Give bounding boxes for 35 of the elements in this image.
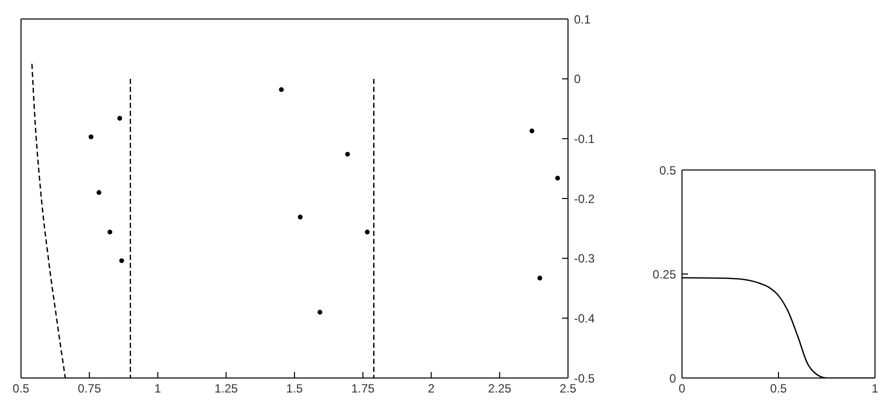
point (530, 128, 534, 134)
point (107, 230, 112, 234)
point (364, 230, 370, 234)
point (318, 310, 322, 315)
point (555, 176, 560, 181)
y-tick-label: -0.3 (574, 252, 596, 266)
point (345, 152, 350, 157)
y-tick-label: 0.5 (659, 163, 676, 178)
y-tick-label: 0.25 (652, 267, 676, 282)
point (117, 116, 122, 121)
point (96, 190, 102, 195)
y-tick-label: -0.4 (574, 311, 596, 326)
x-tick-label: 0.5 (770, 382, 788, 396)
x-tick-label: 1 (154, 382, 162, 396)
x-tick-label: 1 (872, 382, 879, 396)
y-tick-label: 0 (574, 72, 581, 86)
x-tick-label: 0.5 (12, 382, 30, 396)
x-tick-label: 1.75 (351, 382, 375, 396)
point (278, 87, 284, 92)
y-tick-label: 0.1 (574, 12, 592, 26)
x-tick-label: 1.25 (214, 382, 238, 396)
point (88, 134, 94, 140)
y-tick-label: -0.5 (574, 371, 596, 386)
y-tick-label: 0 (669, 371, 676, 386)
x-tick-label: 2 (428, 382, 435, 396)
x-tick-label: 2.5 (560, 382, 577, 396)
y-tick-label: -0.1 (574, 132, 596, 146)
y-tick-label: -0.2 (574, 192, 596, 206)
point (537, 276, 542, 280)
x-tick-label: 1.5 (286, 382, 304, 396)
x-tick-label: 0 (678, 382, 686, 396)
x-tick-label: 0.75 (78, 382, 102, 396)
x-tick-label: 2.25 (488, 382, 512, 396)
point (119, 258, 124, 264)
point (298, 214, 303, 220)
